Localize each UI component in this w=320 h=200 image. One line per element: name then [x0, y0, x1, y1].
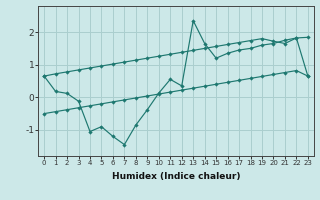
- X-axis label: Humidex (Indice chaleur): Humidex (Indice chaleur): [112, 172, 240, 181]
